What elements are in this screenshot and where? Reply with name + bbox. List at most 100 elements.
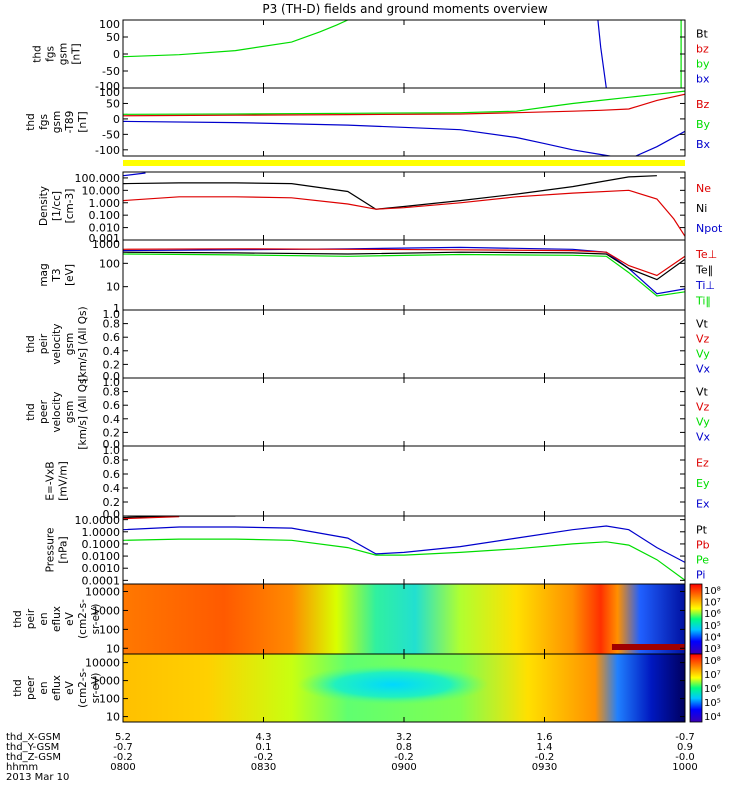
y-tick-label: 10 — [106, 281, 120, 294]
footer-value: 0900 — [391, 762, 416, 773]
y-axis-label: thd — [25, 335, 37, 352]
y-axis-label: en — [38, 612, 50, 625]
y-axis-label: eV — [64, 611, 76, 625]
colorbar-peer_eflux — [689, 653, 703, 723]
y-axis-label: thd — [12, 679, 24, 696]
legend-entry: Vx — [696, 431, 711, 444]
y-tick-label: 0.010 — [89, 222, 121, 235]
legend-entry: Vz — [696, 333, 710, 346]
y-axis-label: mag — [38, 263, 50, 286]
chart-title: P3 (TH-D) fields and ground moments over… — [262, 2, 547, 16]
y-tick-label: 100.000 — [75, 172, 121, 185]
y-tick-label: 0.2 — [103, 426, 121, 439]
legend-entry: by — [696, 58, 710, 71]
legend-entry: By — [696, 118, 711, 131]
y-tick-label: 0.0 — [103, 438, 121, 451]
legend-entry: Ti‖ — [695, 294, 711, 307]
legend-entry: bz — [696, 43, 709, 56]
y-tick-label: 1000 — [92, 238, 120, 251]
series-group — [123, 90, 685, 156]
colorbar-label: 10⁶ — [704, 609, 721, 620]
panel-frame — [122, 377, 686, 447]
y-tick-label: 10 — [106, 642, 120, 655]
legend-entry: Pe — [696, 554, 709, 567]
y-tick-label: 10.0000 — [75, 514, 121, 527]
y-tick-label: -100 — [95, 144, 120, 157]
y-axis-label: gsm — [64, 401, 76, 423]
y-axis-label: gsm — [64, 333, 76, 355]
y-tick-label: -100 — [95, 80, 120, 93]
y-axis-label: E=-VxB — [45, 461, 57, 500]
y-tick-label: 1000 — [92, 675, 120, 688]
series-line-3 — [123, 516, 180, 520]
y-tick-label: 0.6 — [103, 399, 121, 412]
colorbar-label: 10⁵ — [704, 698, 721, 709]
y-tick-label: 10000 — [85, 586, 120, 599]
panel-peer_velocity: Vt Vz Vy Vx 1.00.80.60.40.20.0 thd peer velocit… — [25, 374, 711, 451]
y-tick-label: 0.4 — [103, 345, 121, 358]
series-line-1 — [123, 189, 685, 237]
y-axis-label: (cm2-s- — [77, 599, 89, 639]
y-axis-label: en — [38, 681, 50, 694]
series-group — [123, 172, 685, 237]
y-tick-label: -50 — [102, 128, 120, 141]
colorbar-label: 10⁷ — [704, 598, 721, 609]
y-tick-label: 1.0000 — [82, 526, 121, 539]
y-tick-label: -50 — [102, 65, 120, 78]
spectrogram-peir_eflux — [123, 584, 685, 654]
y-axis-label: [km/s] (All Qs) — [77, 374, 89, 449]
legend-entry: Vt — [696, 318, 709, 331]
legend-entry: Ex — [696, 498, 710, 511]
y-tick-label: 1.0 — [103, 444, 121, 457]
y-axis-label: eflux — [51, 606, 63, 632]
legend-entry: Vy — [696, 348, 710, 361]
y-axis-label: Pressure — [45, 528, 57, 573]
y-tick-label: 100 — [99, 257, 120, 270]
legend-entry: Ti⊥ — [695, 279, 715, 292]
footer-value: 1000 — [672, 762, 697, 773]
colorbar-label: 10⁴ — [704, 712, 721, 723]
colorbar-label: 10⁸ — [704, 586, 721, 597]
y-axis-label: (cm2-s- — [77, 668, 89, 708]
colorbar-label: 10⁸ — [704, 656, 721, 667]
y-axis-label: thd — [25, 113, 37, 130]
colorbar-label: 10⁶ — [704, 684, 721, 695]
series-line-2 — [123, 172, 146, 177]
legend-entry: Bx — [696, 138, 711, 151]
y-axis-label: gsm — [58, 43, 70, 65]
series-line-3 — [123, 253, 685, 297]
panel-peer_eflux: 10⁸ 10⁷ 10⁶ 10⁵ 10⁴ 10000 1000 100 10 thd peer en ef… — [12, 653, 721, 724]
colorbar-label: 10⁷ — [704, 670, 721, 681]
y-axis-label: Density — [38, 186, 50, 226]
footer-value: -0.2 — [254, 752, 274, 763]
footer-value: 0.9 — [677, 742, 693, 753]
y-tick-label: 100 — [99, 86, 120, 99]
legend-entry: Pt — [696, 524, 708, 537]
yellow-band — [123, 160, 685, 166]
legend-entry: Npot — [696, 222, 723, 235]
legend-entry: bx — [696, 73, 710, 86]
y-axis-label: fgs — [45, 46, 57, 62]
y-axis-label: fgs — [38, 114, 50, 130]
colorbar-peir_eflux — [689, 583, 703, 655]
legend-entry: Ne — [696, 182, 711, 195]
footer-date: 2013 Mar 10 — [6, 772, 69, 783]
y-tick-label: 0.0 — [103, 508, 121, 521]
y-axis-label: [cm-3] — [64, 189, 76, 224]
series-group — [123, 20, 682, 88]
y-tick-label: 0.001 — [89, 232, 121, 245]
panel-frame — [122, 19, 686, 89]
y-tick-label: 0.4 — [103, 482, 121, 495]
y-tick-label: 0.0010 — [82, 562, 121, 575]
legend-entry: Bz — [696, 98, 710, 111]
footer-row-label: hhmm — [6, 762, 38, 773]
y-tick-label: 0.6 — [103, 331, 121, 344]
y-tick-label: 0.8 — [103, 318, 121, 331]
panel-frame — [122, 309, 686, 379]
y-tick-label: 100 — [99, 623, 120, 636]
